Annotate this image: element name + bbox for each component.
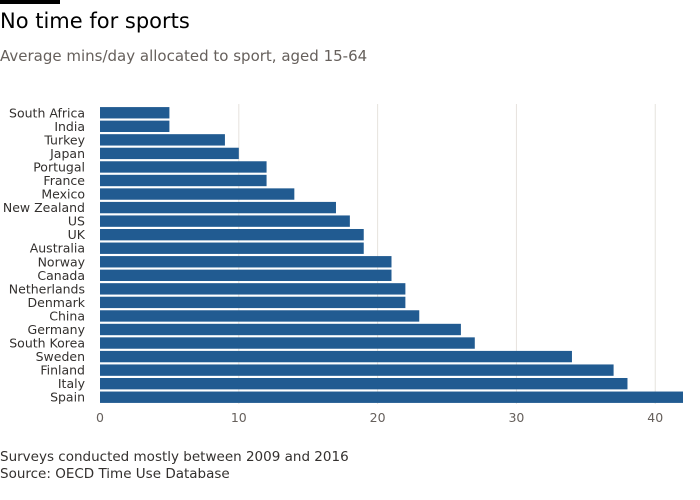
- category-label: Finland: [40, 363, 85, 378]
- category-label: Sweden: [36, 349, 85, 364]
- category-labels: South AfricaIndiaTurkeyJapanPortugalFran…: [3, 105, 86, 404]
- bar: [100, 242, 364, 254]
- bar: [100, 310, 420, 322]
- survey-note: Surveys conducted mostly between 2009 an…: [0, 449, 349, 465]
- x-tick-label: 20: [370, 410, 386, 425]
- bar: [100, 188, 295, 200]
- category-label: US: [68, 214, 85, 229]
- category-label: Australia: [30, 241, 85, 256]
- bar: [100, 161, 267, 173]
- category-label: Germany: [28, 322, 86, 337]
- bars: [100, 107, 683, 403]
- bar: [100, 296, 406, 309]
- category-label: Norway: [38, 254, 86, 269]
- category-label: Mexico: [41, 187, 85, 202]
- bar: [100, 377, 628, 390]
- category-label: Japan: [49, 146, 85, 161]
- bar: [100, 215, 350, 227]
- bar: [100, 228, 364, 241]
- category-label: Netherlands: [9, 281, 85, 296]
- bar: [100, 391, 683, 403]
- bar: [100, 269, 392, 282]
- category-label: Portugal: [33, 159, 85, 174]
- title-rule: [0, 0, 60, 4]
- category-label: South Korea: [9, 336, 85, 351]
- x-tick-label: 30: [508, 410, 524, 425]
- category-label: Turkey: [43, 132, 85, 147]
- bar: [100, 147, 239, 160]
- bar: [100, 337, 475, 349]
- category-label: UK: [68, 227, 86, 242]
- category-label: Denmark: [28, 295, 86, 310]
- category-label: South Africa: [9, 105, 85, 120]
- category-label: China: [49, 308, 85, 323]
- x-tick-label: 0: [96, 410, 104, 425]
- bar: [100, 134, 225, 146]
- category-label: Italy: [58, 376, 86, 391]
- x-axis-tick-labels: 0 10 20 30 40: [96, 410, 663, 425]
- chart-subtitle: Average mins/day allocated to sport, age…: [0, 47, 368, 65]
- bar: [100, 107, 170, 119]
- bar: [100, 364, 614, 376]
- chart-title: No time for sports: [0, 9, 190, 33]
- bar: [100, 201, 336, 214]
- bar: [100, 120, 170, 133]
- bar: [100, 256, 392, 268]
- bar: [100, 174, 267, 187]
- bar: [100, 323, 461, 336]
- category-label: France: [43, 173, 85, 188]
- category-label: Spain: [50, 390, 85, 405]
- category-label: India: [54, 119, 85, 134]
- bar: [100, 350, 572, 363]
- bar: [100, 283, 406, 295]
- x-tick-label: 10: [231, 410, 247, 425]
- x-tick-label: 40: [647, 410, 663, 425]
- bar-chart: South AfricaIndiaTurkeyJapanPortugalFran…: [3, 104, 683, 425]
- source-note: Source: OECD Time Use Database: [0, 466, 230, 482]
- category-label: Canada: [37, 268, 85, 283]
- category-label: New Zealand: [3, 200, 85, 215]
